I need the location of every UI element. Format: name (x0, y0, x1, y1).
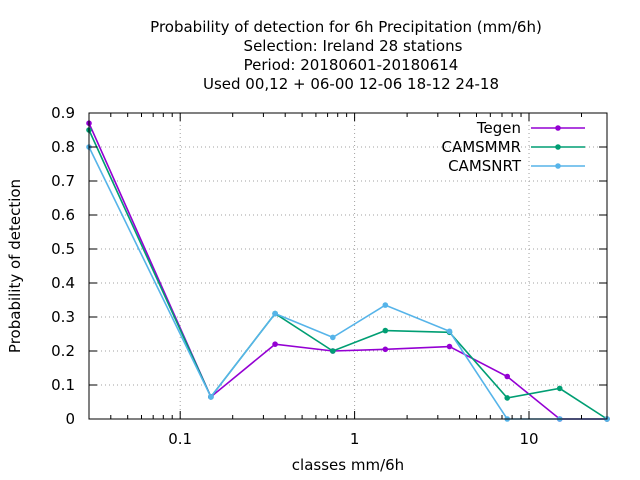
x-tick-labels: 0.1 1 10 (168, 430, 538, 448)
legend-label: CAMSMMR (441, 138, 521, 156)
legend-label: CAMSNRT (448, 157, 522, 175)
data-point (382, 302, 389, 308)
x-tick-label: 1 (350, 430, 360, 448)
series-line (88, 122, 607, 420)
plot-frame (88, 112, 608, 420)
legend-item-tegen: Tegen (476, 119, 585, 137)
data-point (504, 373, 511, 380)
legend-marker (555, 144, 561, 150)
data-point (272, 341, 278, 348)
chart-title: Probability of detection for 6h Precipit… (150, 18, 542, 93)
data-point (208, 394, 214, 400)
axis-ticks (89, 112, 607, 420)
x-tick-label: 0.1 (168, 430, 192, 448)
y-tick-label: 0.7 (51, 172, 75, 190)
y-tick-label: 0.3 (51, 308, 75, 326)
y-tick-label: 0.5 (51, 240, 75, 258)
data-point (504, 395, 511, 401)
y-tick-labels: 0 0.1 0.2 0.3 0.4 0.5 0.6 0.7 0.8 0.9 (51, 104, 75, 428)
y-tick-label: 0.2 (51, 342, 75, 360)
y-tick-label: 0.9 (51, 104, 75, 122)
y-tick-label: 0 (65, 410, 75, 428)
chart-title-line-3: Period: 20180601-20180614 (244, 56, 459, 74)
grid (89, 113, 607, 419)
data-point (446, 343, 453, 350)
data-point (330, 348, 336, 354)
x-tick-label: 10 (519, 430, 538, 448)
chart-title-line-2: Selection: Ireland 28 stations (244, 37, 463, 55)
chart-title-line-1: Probability of detection for 6h Precipit… (150, 18, 542, 36)
data-point (556, 385, 563, 392)
y-tick-label: 0.4 (51, 274, 75, 292)
series-camsmmr (86, 127, 610, 422)
legend-item-camsmmr: CAMSMMR (441, 138, 585, 156)
x-axis-label: classes mm/6h (292, 456, 404, 474)
plot-series (86, 120, 610, 422)
data-point (330, 334, 336, 341)
y-tick-label: 0.8 (51, 138, 75, 156)
legend-marker (555, 125, 561, 131)
data-point (382, 327, 389, 334)
data-point (382, 346, 389, 353)
y-tick-label: 0.6 (51, 206, 75, 224)
data-point (446, 328, 453, 335)
legend-item-camsnrt: CAMSNRT (448, 157, 585, 175)
legend-label: Tegen (476, 119, 521, 137)
chart-title-line-4: Used 00,12 + 06-00 12-06 18-12 24-18 (203, 75, 499, 93)
legend-marker (555, 163, 561, 169)
data-point (272, 310, 278, 317)
y-axis-label: Probability of detection (6, 179, 24, 353)
y-tick-label: 0.1 (51, 376, 75, 394)
series-camsnrt (86, 144, 610, 422)
